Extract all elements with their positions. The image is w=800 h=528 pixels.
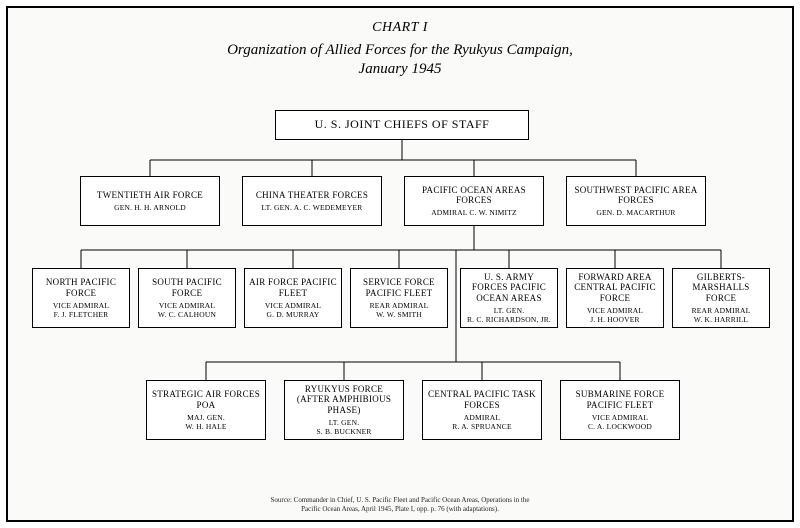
node-title: SOUTHWEST PACIFIC AREA FORCES — [571, 185, 701, 206]
node-title: SUBMARINE FORCE PACIFIC FLEET — [565, 389, 675, 410]
node-person: REAR ADMIRALW. K. HARRILL — [677, 306, 765, 324]
chart-frame: CHART I Organization of Allied Forces fo… — [6, 6, 794, 522]
node-title: U. S. ARMY FORCES PACIFIC OCEAN AREAS — [465, 272, 553, 303]
connector-lines — [8, 8, 796, 524]
org-node-r1a: TWENTIETH AIR FORCE GEN. H. H. ARNOLD — [80, 176, 220, 226]
node-person: LT. GEN.S. B. BUCKNER — [289, 418, 399, 436]
node-person: VICE ADMIRALF. J. FLETCHER — [37, 301, 125, 319]
node-person: VICE ADMIRALJ. H. HOOVER — [571, 306, 659, 324]
node-title: NORTH PACIFIC FORCE — [37, 277, 125, 298]
node-title: GILBERTS-MARSHALLS FORCE — [677, 272, 765, 303]
org-node-r2c: AIR FORCE PACIFIC FLEET VICE ADMIRALG. D.… — [244, 268, 342, 328]
org-node-r1d: SOUTHWEST PACIFIC AREA FORCES GEN. D. MAC… — [566, 176, 706, 226]
source-note: Source: Commander in Chief, U. S. Pacifi… — [8, 496, 792, 514]
node-person: VICE ADMIRALG. D. MURRAY — [249, 301, 337, 319]
org-node-r1b: CHINA THEATER FORCES LT. GEN. A. C. WEDEM… — [242, 176, 382, 226]
source-line2: Pacific Ocean Areas, April 1945, Plate I… — [8, 505, 792, 514]
node-title: U. S. JOINT CHIEFS OF STAFF — [280, 118, 524, 132]
org-node-r2f: FORWARD AREA CENTRAL PACIFIC FORCE VICE A… — [566, 268, 664, 328]
org-node-r1c: PACIFIC OCEAN AREAS FORCES ADMIRAL C. W. … — [404, 176, 544, 226]
node-person: ADMIRAL C. W. NIMITZ — [409, 208, 539, 217]
source-line1: Source: Commander in Chief, U. S. Pacifi… — [8, 496, 792, 505]
org-node-r2a: NORTH PACIFIC FORCE VICE ADMIRALF. J. FLE… — [32, 268, 130, 328]
org-node-r2e: U. S. ARMY FORCES PACIFIC OCEAN AREAS LT.… — [460, 268, 558, 328]
node-person: LT. GEN. A. C. WEDEMEYER — [247, 203, 377, 212]
node-title: CENTRAL PACIFIC TASK FORCES — [427, 389, 537, 410]
node-title: RYUKYUS FORCE (AFTER AMPHIBIOUS PHASE) — [289, 384, 399, 415]
node-title: FORWARD AREA CENTRAL PACIFIC FORCE — [571, 272, 659, 303]
node-title: CHINA THEATER FORCES — [247, 190, 377, 200]
node-person: GEN. D. MACARTHUR — [571, 208, 701, 217]
node-person: GEN. H. H. ARNOLD — [85, 203, 215, 212]
org-node-r3b: RYUKYUS FORCE (AFTER AMPHIBIOUS PHASE) LT… — [284, 380, 404, 440]
node-title: PACIFIC OCEAN AREAS FORCES — [409, 185, 539, 206]
org-node-r3d: SUBMARINE FORCE PACIFIC FLEET VICE ADMIRA… — [560, 380, 680, 440]
org-node-root: U. S. JOINT CHIEFS OF STAFF — [275, 110, 529, 140]
node-title: TWENTIETH AIR FORCE — [85, 190, 215, 200]
node-person: VICE ADMIRALW. C. CALHOUN — [143, 301, 231, 319]
node-person: LT. GEN.R. C. RICHARDSON, JR. — [465, 306, 553, 324]
node-title: SOUTH PACIFIC FORCE — [143, 277, 231, 298]
org-node-r2g: GILBERTS-MARSHALLS FORCE REAR ADMIRALW. K… — [672, 268, 770, 328]
node-person: MAJ. GEN.W. H. HALE — [151, 413, 261, 431]
node-person: VICE ADMIRALC. A. LOCKWOOD — [565, 413, 675, 431]
org-node-r2b: SOUTH PACIFIC FORCE VICE ADMIRALW. C. CAL… — [138, 268, 236, 328]
node-title: AIR FORCE PACIFIC FLEET — [249, 277, 337, 298]
org-node-r3a: STRATEGIC AIR FORCES POA MAJ. GEN.W. H. H… — [146, 380, 266, 440]
node-title: STRATEGIC AIR FORCES POA — [151, 389, 261, 410]
node-title: SERVICE FORCE PACIFIC FLEET — [355, 277, 443, 298]
node-person: ADMIRALR. A. SPRUANCE — [427, 413, 537, 431]
node-person: REAR ADMIRALW. W. SMITH — [355, 301, 443, 319]
org-node-r3c: CENTRAL PACIFIC TASK FORCES ADMIRALR. A. … — [422, 380, 542, 440]
org-node-r2d: SERVICE FORCE PACIFIC FLEET REAR ADMIRALW… — [350, 268, 448, 328]
